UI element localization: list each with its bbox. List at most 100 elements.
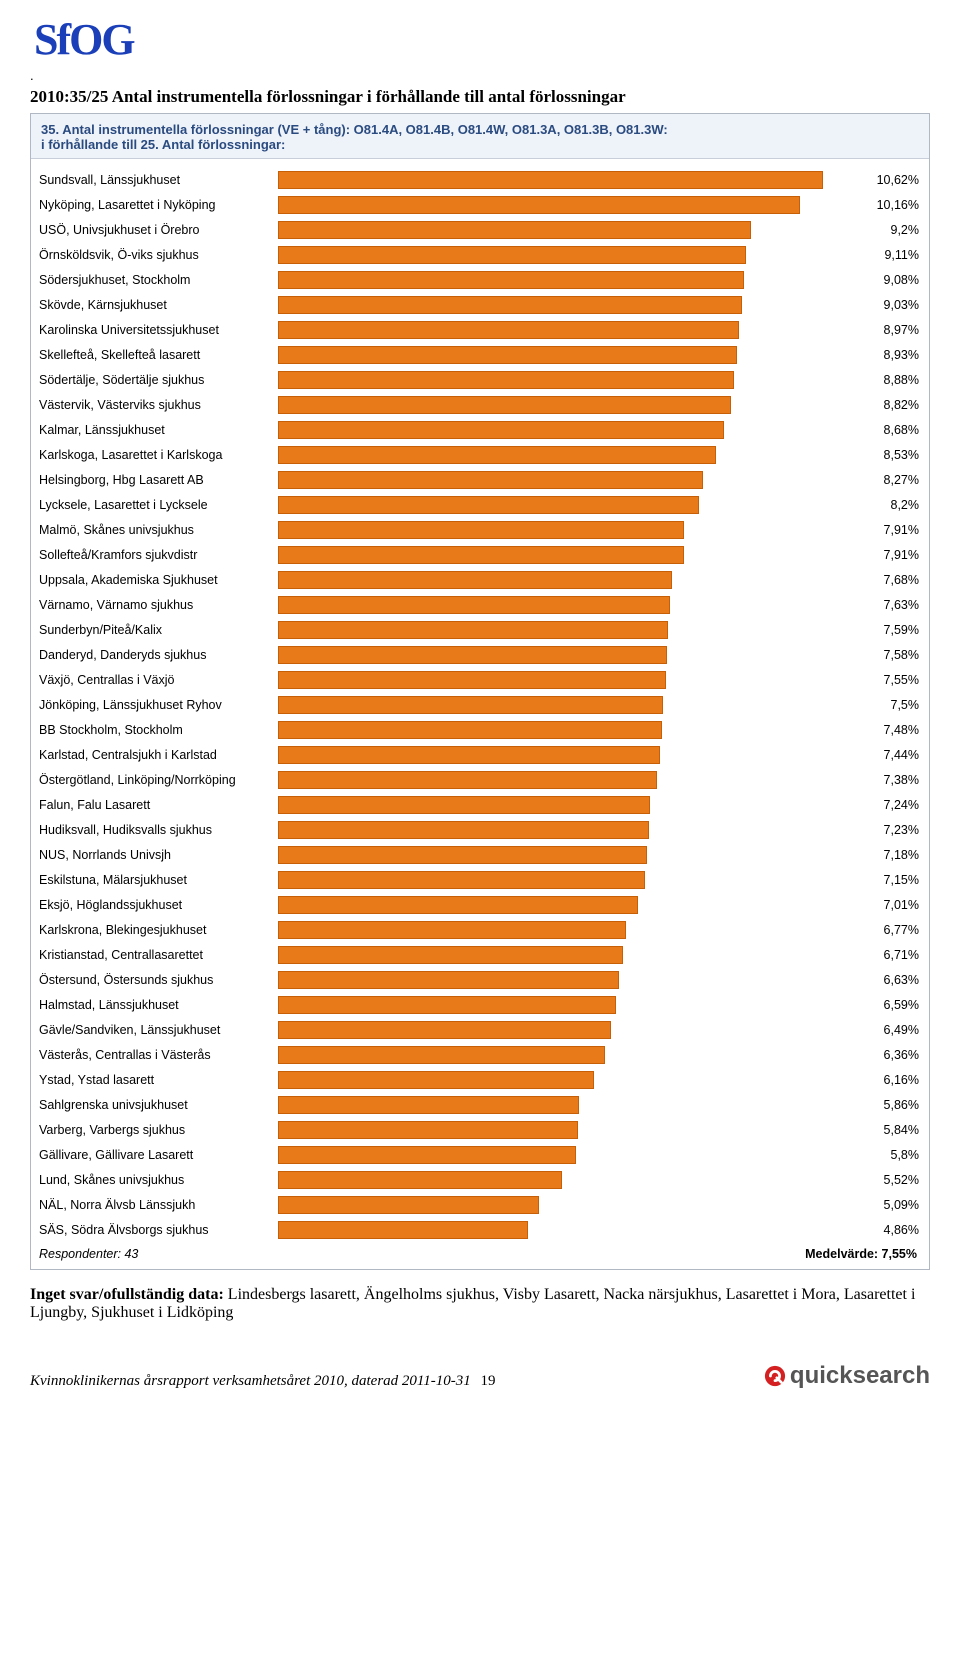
bar-area	[278, 771, 843, 789]
row-value: 7,48%	[843, 723, 919, 737]
bar	[278, 421, 724, 439]
row-value: 5,84%	[843, 1123, 919, 1137]
chart-row: Gällivare, Gällivare Lasarett5,8%	[39, 1143, 919, 1167]
chart-row: Östersund, Östersunds sjukhus6,63%	[39, 968, 919, 992]
quicksearch-icon	[764, 1365, 786, 1387]
row-value: 6,59%	[843, 998, 919, 1012]
row-label: Kristianstad, Centrallasarettet	[39, 948, 278, 962]
bar-area	[278, 346, 843, 364]
chart-row: Danderyd, Danderyds sjukhus7,58%	[39, 643, 919, 667]
bar	[278, 1221, 528, 1239]
page-container: SfOG . 2010:35/25 Antal instrumentella f…	[0, 0, 960, 1410]
bar-area	[278, 221, 843, 239]
bar	[278, 446, 716, 464]
chart-row: Falun, Falu Lasarett7,24%	[39, 793, 919, 817]
bar	[278, 571, 672, 589]
row-value: 8,27%	[843, 473, 919, 487]
chart-row: Ystad, Ystad lasarett 6,16%	[39, 1068, 919, 1092]
chart-row: SÄS, Södra Älvsborgs sjukhus4,86%	[39, 1218, 919, 1242]
chart-row: Örnsköldsvik, Ö-viks sjukhus9,11%	[39, 243, 919, 267]
bar-area	[278, 296, 843, 314]
bar-area	[278, 1096, 843, 1114]
quicksearch-logo: quicksearch	[764, 1362, 930, 1390]
row-label: Östergötland, Linköping/Norrköping	[39, 773, 278, 787]
bar	[278, 1096, 579, 1114]
chart-row: Uppsala, Akademiska Sjukhuset 7,68%	[39, 568, 919, 592]
chart-row: Sunderbyn/Piteå/Kalix7,59%	[39, 618, 919, 642]
row-label: Karlskrona, Blekingesjukhuset	[39, 923, 278, 937]
row-label: Ystad, Ystad lasarett	[39, 1073, 278, 1087]
chart-row: Värnamo, Värnamo sjukhus7,63%	[39, 593, 919, 617]
chart-header-line1: 35. Antal instrumentella förlossningar (…	[41, 122, 923, 137]
bar	[278, 921, 626, 939]
chart-row: Kalmar, Länssjukhuset8,68%	[39, 418, 919, 442]
row-label: Eskilstuna, Mälarsjukhuset	[39, 873, 278, 887]
footer-text: Kvinnoklinikernas årsrapport verksamhets…	[30, 1373, 471, 1389]
row-value: 6,36%	[843, 1048, 919, 1062]
bar	[278, 1071, 594, 1089]
bar	[278, 546, 684, 564]
row-value: 8,88%	[843, 373, 919, 387]
bar-area	[278, 371, 843, 389]
row-label: Uppsala, Akademiska Sjukhuset	[39, 573, 278, 587]
row-label: Eksjö, Höglandssjukhuset	[39, 898, 278, 912]
period-dot: .	[30, 68, 930, 83]
row-value: 7,18%	[843, 848, 919, 862]
row-value: 7,58%	[843, 648, 919, 662]
row-label: Falun, Falu Lasarett	[39, 798, 278, 812]
row-label: Skellefteå, Skellefteå lasarett	[39, 348, 278, 362]
bar-area	[278, 521, 843, 539]
row-label: NUS, Norrlands Univsjh	[39, 848, 278, 862]
bar	[278, 171, 823, 189]
row-value: 9,03%	[843, 298, 919, 312]
row-value: 7,68%	[843, 573, 919, 587]
row-value: 7,91%	[843, 548, 919, 562]
row-value: 7,5%	[843, 698, 919, 712]
row-value: 7,59%	[843, 623, 919, 637]
bar-area	[278, 1146, 843, 1164]
row-value: 8,53%	[843, 448, 919, 462]
row-value: 6,16%	[843, 1073, 919, 1087]
bar-area	[278, 1196, 843, 1214]
missing-label: Inget svar/ofullständig data:	[30, 1286, 224, 1303]
chart-footer: Respondenter: 43Medelvärde: 7,55%	[39, 1243, 919, 1263]
bar	[278, 396, 731, 414]
row-value: 4,86%	[843, 1223, 919, 1237]
chart-row: Södersjukhuset, Stockholm9,08%	[39, 268, 919, 292]
chart-body: Sundsvall, Länssjukhuset10,62%Nyköping, …	[31, 159, 929, 1269]
row-value: 9,2%	[843, 223, 919, 237]
row-value: 6,77%	[843, 923, 919, 937]
bar-area	[278, 471, 843, 489]
bar	[278, 596, 670, 614]
row-label: Gällivare, Gällivare Lasarett	[39, 1148, 278, 1162]
row-value: 8,68%	[843, 423, 919, 437]
chart-container: 35. Antal instrumentella förlossningar (…	[30, 113, 930, 1270]
average: Medelvärde: 7,55%	[805, 1247, 917, 1261]
row-value: 8,82%	[843, 398, 919, 412]
bar	[278, 746, 660, 764]
bar	[278, 821, 649, 839]
bar	[278, 1196, 539, 1214]
page-title: 2010:35/25 Antal instrumentella förlossn…	[30, 87, 930, 107]
chart-row: Hudiksvall, Hudiksvalls sjukhus7,23%	[39, 818, 919, 842]
bar	[278, 621, 668, 639]
row-value: 5,09%	[843, 1198, 919, 1212]
bar-area	[278, 1046, 843, 1064]
row-label: Hudiksvall, Hudiksvalls sjukhus	[39, 823, 278, 837]
chart-row: Gävle/Sandviken, Länssjukhuset6,49%	[39, 1018, 919, 1042]
chart-row: Lund, Skånes univsjukhus5,52%	[39, 1168, 919, 1192]
row-value: 7,15%	[843, 873, 919, 887]
chart-row: Västervik, Västerviks sjukhus8,82%	[39, 393, 919, 417]
bar-area	[278, 496, 843, 514]
row-value: 6,49%	[843, 1023, 919, 1037]
chart-row: Helsingborg, Hbg Lasarett AB8,27%	[39, 468, 919, 492]
bar-area	[278, 971, 843, 989]
row-label: Halmstad, Länssjukhuset	[39, 998, 278, 1012]
bar	[278, 946, 623, 964]
chart-row: Eksjö, Höglandssjukhuset7,01%	[39, 893, 919, 917]
row-label: Södertälje, Södertälje sjukhus	[39, 373, 278, 387]
chart-row: Varberg, Varbergs sjukhus5,84%	[39, 1118, 919, 1142]
bar	[278, 896, 638, 914]
chart-row: BB Stockholm, Stockholm7,48%	[39, 718, 919, 742]
bar	[278, 221, 751, 239]
